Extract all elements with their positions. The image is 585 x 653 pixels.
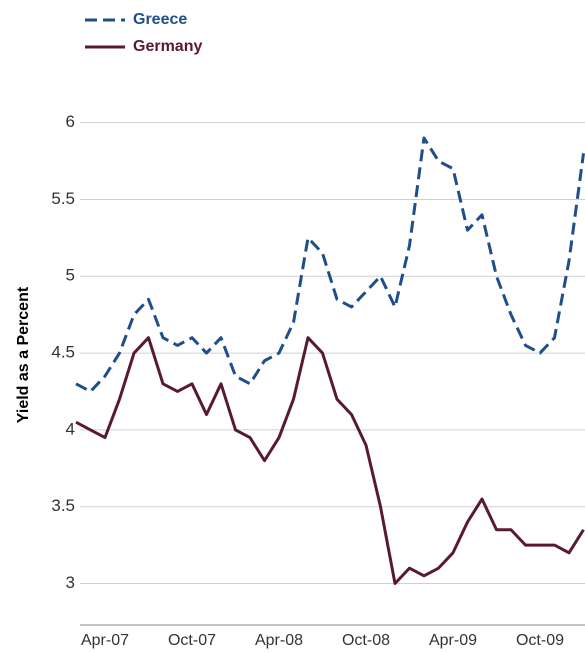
x-tick-label: Oct-09 [516,632,564,649]
legend-label: Germany [133,38,202,55]
y-axis-label: Yield as a Percent [15,286,32,423]
x-tick-label: Oct-07 [168,632,216,649]
series-line [75,336,585,586]
y-tick-label: 3 [66,573,75,592]
x-tick-label: Apr-08 [255,632,303,649]
y-tick-label: 3.5 [51,496,75,515]
x-tick-label: Apr-07 [81,632,129,649]
y-tick-label: 5 [66,266,75,285]
y-tick-label: 4 [66,419,75,438]
series-line [75,136,585,393]
y-tick-label: 6 [66,112,75,131]
x-tick-label: Oct-08 [342,632,390,649]
y-tick-label: 4.5 [51,343,75,362]
x-tick-label: Apr-09 [429,632,477,649]
legend-label: Greece [133,11,187,28]
y-tick-label: 5.5 [51,189,75,208]
